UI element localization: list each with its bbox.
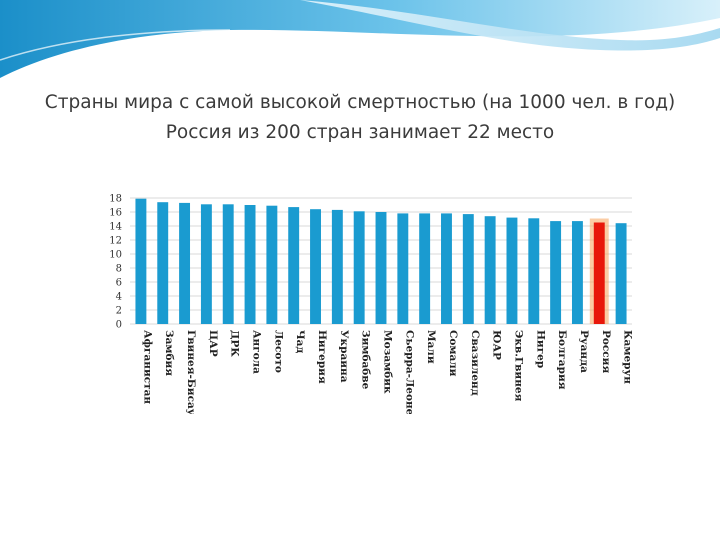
x-tick-label: Зимбабве [360,330,372,390]
bar-Украина [331,209,343,324]
y-tick-label: 4 [116,292,122,303]
y-tick-label: 0 [116,320,122,331]
mortality-bar-chart: 0 2 4 6 8 10 12 14 16 18 Афганистан Замбия Гвинея-Б… [109,194,634,416]
x-tick-label: Гвинея-Бисау [185,330,197,414]
x-tick-label: Руанда [578,330,590,373]
x-tick-label: Свазиленд [469,330,481,396]
bar-Руанда [571,221,583,324]
slide-title: Страны мира с самой высокой смертностью … [44,92,676,143]
x-axis-labels: Афганистан Замбия Гвинея-Бисау ЦАР ДРК Ангола… [141,330,634,416]
bar-Экв.Гвинея [506,217,518,324]
bar-Болгария [550,221,562,324]
y-tick-label: 12 [109,236,122,247]
bar-Россия [593,222,605,324]
x-tick-label: Ангола [251,330,263,374]
y-tick-label: 8 [116,264,122,275]
bar-Зимбабве [353,211,365,324]
x-tick-label: Камерун [622,330,634,384]
x-tick-label: ДРК [229,330,241,357]
bars [135,198,627,324]
x-tick-label: Украина [338,330,350,383]
x-tick-label: Афганистан [141,330,153,404]
chart-panel: 0 2 4 6 8 10 12 14 16 18 Афганистан Замбия Гвинея-Б… [96,186,636,416]
bar-Сомали [441,213,452,324]
bar-Афганистан [135,198,147,324]
bar-Замбия [157,202,169,324]
y-tick-label: 16 [109,208,122,219]
x-tick-label: Россия [600,330,612,373]
bar-ЮАР [484,216,496,324]
x-tick-label: Лесото [272,330,284,373]
y-tick-label: 6 [116,278,122,289]
x-tick-label: ЮАР [491,330,503,360]
y-axis-ticks: 0 2 4 6 8 10 12 14 16 18 [109,194,122,331]
bar-Мали [419,213,431,324]
x-tick-label: Мозамбик [382,330,394,394]
bar-Нигер [528,218,540,324]
x-tick-label: Мали [425,330,437,364]
bar-ЦАР [200,204,212,324]
x-tick-label: Болгария [556,330,568,390]
bar-Сьерра-Леоне [397,213,409,324]
bar-Нигерия [310,209,321,324]
bar-Мозамбик [375,212,387,324]
bar-ДРК [222,204,234,324]
x-tick-label: ЦАР [207,330,219,357]
bar-Гвинея-Бисау [179,202,191,324]
y-tick-label: 2 [116,306,122,317]
x-tick-label: Нигер [534,330,546,368]
x-tick-label: Сьерра-Леоне [403,330,415,414]
y-tick-label: 18 [109,194,122,205]
bar-Камерун [615,223,627,324]
y-tick-label: 14 [109,222,122,233]
x-tick-label: Замбия [163,330,175,376]
x-tick-label: Нигерия [316,330,328,384]
y-tick-label: 10 [109,250,122,261]
header-swoosh-decoration [0,0,720,78]
x-tick-label: Сомали [447,330,459,377]
x-tick-label: Экв.Гвинея [512,330,524,402]
x-tick-label: Чад [294,330,306,353]
bar-Свазиленд [462,214,474,324]
bar-Ангола [244,205,256,324]
bar-Лесото [266,205,278,324]
bar-Чад [288,207,300,324]
